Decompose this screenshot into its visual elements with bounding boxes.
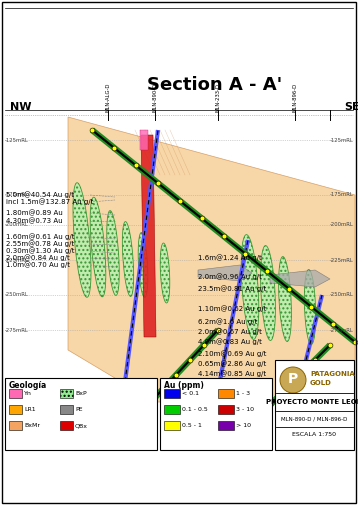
Bar <box>9 405 22 414</box>
Text: -125mRL: -125mRL <box>329 137 353 142</box>
Polygon shape <box>270 270 330 287</box>
Text: -275mRL: -275mRL <box>5 328 29 332</box>
Text: -200mRL: -200mRL <box>5 223 29 227</box>
Text: 0.5 - 1: 0.5 - 1 <box>182 423 202 428</box>
Text: 2.0m@0.84 Au g/t: 2.0m@0.84 Au g/t <box>6 255 70 262</box>
Polygon shape <box>90 197 106 297</box>
Text: 2.10m@0.69 Au g/t: 2.10m@0.69 Au g/t <box>198 350 266 358</box>
Polygon shape <box>138 232 148 297</box>
Text: Section A - A': Section A - A' <box>147 76 282 94</box>
Text: 0.30m@1.30 Au g/t: 0.30m@1.30 Au g/t <box>6 247 74 255</box>
Text: SE: SE <box>344 102 358 112</box>
Text: 5.0m@40.54 Au g/t: 5.0m@40.54 Au g/t <box>6 191 74 198</box>
Text: 1 - 3: 1 - 3 <box>236 391 250 396</box>
Text: GOLD: GOLD <box>310 380 332 386</box>
Text: 4.14m@0.85 Au g/t: 4.14m@0.85 Au g/t <box>198 371 266 377</box>
Text: LR1: LR1 <box>24 407 36 412</box>
Text: PE: PE <box>75 407 82 412</box>
Bar <box>218 389 234 398</box>
Text: 0.65m@2.86 Au g/t: 0.65m@2.86 Au g/t <box>198 361 266 367</box>
Bar <box>5 378 157 450</box>
Text: MLN-233-D: MLN-233-D <box>216 83 221 112</box>
Bar <box>160 378 272 450</box>
Polygon shape <box>122 222 134 296</box>
Polygon shape <box>107 211 119 295</box>
Text: MLN-ALG-D: MLN-ALG-D <box>106 83 111 112</box>
Text: BxMr: BxMr <box>24 423 40 428</box>
Polygon shape <box>160 243 170 303</box>
Polygon shape <box>279 257 291 341</box>
Text: 1.80m@0.89 Au: 1.80m@0.89 Au <box>6 210 63 216</box>
Text: 2.0m@0.96 Au g/t: 2.0m@0.96 Au g/t <box>198 274 262 280</box>
Polygon shape <box>241 235 259 339</box>
Text: < 0.1: < 0.1 <box>182 391 199 396</box>
Bar <box>9 389 22 398</box>
Text: 23.5m@0.81 Au g/t: 23.5m@0.81 Au g/t <box>198 286 266 292</box>
Text: 1.6m@1.24 Au g/t: 1.6m@1.24 Au g/t <box>198 255 262 262</box>
Text: PROYECTO MONTE LEON: PROYECTO MONTE LEON <box>266 399 358 405</box>
Polygon shape <box>68 117 355 402</box>
Text: incl 1.5m@132.87 Au g/t: incl 1.5m@132.87 Au g/t <box>6 198 93 206</box>
Text: BxP: BxP <box>75 391 87 396</box>
Polygon shape <box>140 130 148 150</box>
Text: ESCALA 1:750: ESCALA 1:750 <box>292 432 337 437</box>
Text: -250mRL: -250mRL <box>5 292 29 297</box>
Text: 4.0m@0.83 Au g/t: 4.0m@0.83 Au g/t <box>198 339 262 345</box>
Bar <box>60 405 73 414</box>
Circle shape <box>280 367 306 393</box>
Text: 1.10m@0.62 Au g/t: 1.10m@0.62 Au g/t <box>198 306 266 313</box>
Bar <box>164 405 180 414</box>
Text: -175mRL: -175mRL <box>5 192 29 197</box>
Text: 3 - 10: 3 - 10 <box>236 407 254 412</box>
Text: 2.55m@0.78 Au g/t: 2.55m@0.78 Au g/t <box>6 240 74 247</box>
Bar <box>60 389 73 398</box>
Text: PATAGONIA: PATAGONIA <box>310 371 355 377</box>
Text: -225mRL: -225mRL <box>329 258 353 263</box>
Bar <box>218 405 234 414</box>
Text: -225mRL: -225mRL <box>5 258 29 263</box>
Text: 1.60m@0.61 Au g/t: 1.60m@0.61 Au g/t <box>6 234 74 240</box>
Text: 6.2m@1.6 Au g/t: 6.2m@1.6 Au g/t <box>198 319 257 325</box>
Polygon shape <box>304 270 316 344</box>
Bar <box>60 421 73 430</box>
Text: > 10: > 10 <box>236 423 251 428</box>
Text: -200mRL: -200mRL <box>329 223 353 227</box>
Text: MLN-890-D / MLN-896-D: MLN-890-D / MLN-896-D <box>281 417 348 422</box>
Polygon shape <box>73 183 91 297</box>
Text: -175mRL: -175mRL <box>329 192 353 197</box>
Text: 2.0m@0.67 Au g/t: 2.0m@0.67 Au g/t <box>198 329 262 335</box>
Text: NW: NW <box>10 102 32 112</box>
Text: 0.1 - 0.5: 0.1 - 0.5 <box>182 407 208 412</box>
Bar <box>164 389 180 398</box>
Bar <box>275 360 354 450</box>
Text: Yn: Yn <box>24 391 32 396</box>
Text: 4.30m@0.73 Au: 4.30m@0.73 Au <box>6 218 63 224</box>
Polygon shape <box>261 245 275 340</box>
Bar <box>218 421 234 430</box>
Bar <box>164 421 180 430</box>
Text: Geología: Geología <box>9 380 47 389</box>
Polygon shape <box>198 265 252 281</box>
Text: MLN-896-D: MLN-896-D <box>292 83 297 112</box>
Text: MLN-890-D: MLN-890-D <box>153 83 158 112</box>
Text: -275mRL: -275mRL <box>329 328 353 332</box>
Text: Au (ppm): Au (ppm) <box>164 380 204 389</box>
Text: QBx: QBx <box>75 423 88 428</box>
Polygon shape <box>141 135 156 337</box>
Text: P: P <box>288 372 298 386</box>
Bar <box>9 421 22 430</box>
Text: -125mRL: -125mRL <box>5 137 29 142</box>
Text: -250mRL: -250mRL <box>329 292 353 297</box>
Text: 1.0m@0.70 Au g/t: 1.0m@0.70 Au g/t <box>6 262 70 268</box>
